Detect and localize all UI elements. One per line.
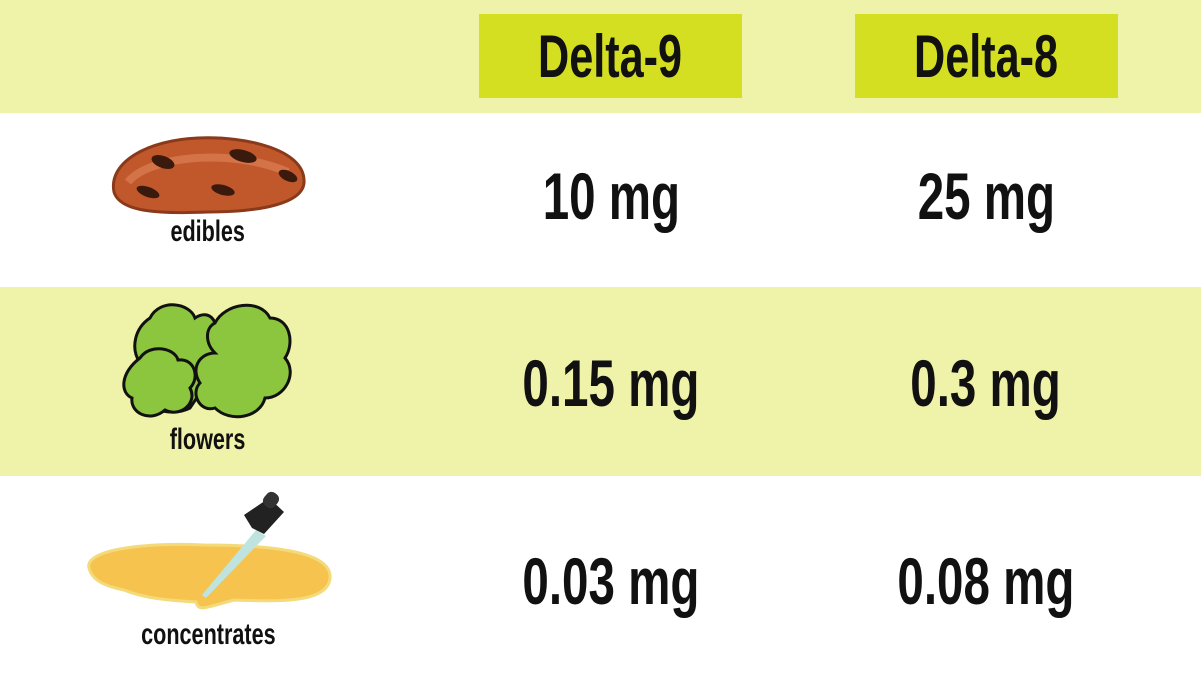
row-label: edibles <box>170 215 246 248</box>
edibles-delta9-value: 10 mg <box>431 158 791 234</box>
row-label-concentrates: concentrates <box>78 618 338 652</box>
flowers-delta9-value: 0.15 mg <box>431 345 791 421</box>
column-header-label: Delta-8 <box>914 22 1059 90</box>
cookie-icon <box>111 136 306 215</box>
row-label-flowers: flowers <box>78 423 338 457</box>
dose-value: 0.08 mg <box>897 544 1075 618</box>
cannabis-flower-icon <box>122 303 292 419</box>
dose-value: 0.03 mg <box>522 544 700 618</box>
row-label: concentrates <box>140 618 276 651</box>
dose-value: 0.3 mg <box>910 346 1062 420</box>
dose-value: 25 mg <box>917 159 1055 233</box>
row-label-edibles: edibles <box>78 215 338 249</box>
concentrates-delta8-value: 0.08 mg <box>806 543 1166 619</box>
concentrates-delta9-value: 0.03 mg <box>431 543 791 619</box>
dropper-concentrate-icon <box>87 491 332 610</box>
column-header-label: Delta-9 <box>538 22 683 90</box>
column-header-delta9: Delta-9 <box>479 14 742 98</box>
edibles-delta8-value: 25 mg <box>806 158 1166 234</box>
column-header-delta8: Delta-8 <box>855 14 1118 98</box>
dose-value: 10 mg <box>542 159 680 233</box>
dose-value: 0.15 mg <box>522 346 700 420</box>
flowers-delta8-value: 0.3 mg <box>806 345 1166 421</box>
row-label: flowers <box>170 423 246 456</box>
